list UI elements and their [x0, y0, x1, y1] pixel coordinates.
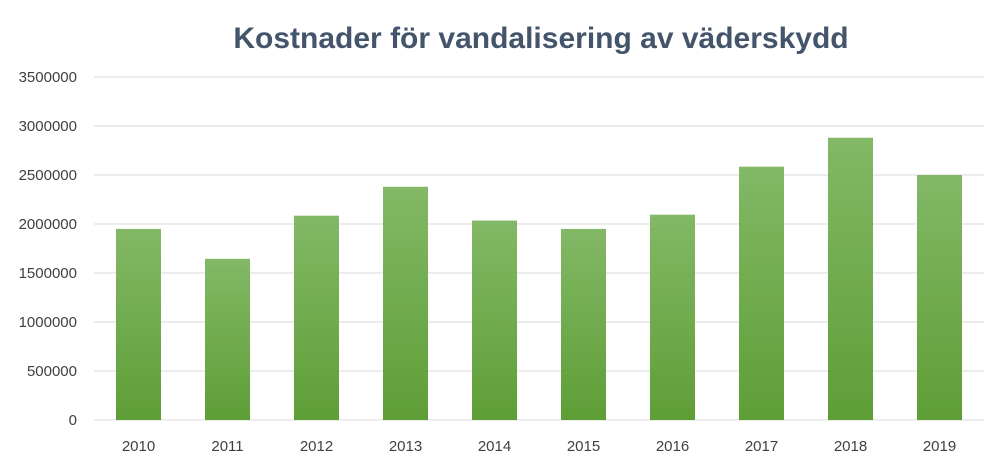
x-tick-label: 2011 — [211, 438, 243, 455]
y-tick-label: 500000 — [27, 363, 77, 380]
bar-2014 — [472, 220, 517, 420]
x-tick-label: 2018 — [834, 438, 867, 455]
y-tick-label: 3000000 — [19, 118, 77, 135]
bar-2011 — [205, 258, 250, 420]
bar-2012 — [294, 215, 339, 420]
bar-2016 — [650, 214, 695, 420]
bar-2015 — [561, 228, 606, 420]
x-tick-label: 2017 — [745, 438, 778, 455]
y-tick-label: 1000000 — [19, 314, 77, 331]
y-axis-ticks: 0 500000 1000000 1500000 2000000 2500000 30000… — [19, 69, 77, 429]
bars — [116, 137, 962, 420]
x-tick-label: 2013 — [389, 438, 422, 455]
bar-2010 — [116, 228, 161, 420]
x-tick-label: 2012 — [300, 438, 333, 455]
y-tick-label: 2000000 — [19, 216, 77, 233]
y-tick-label: 2500000 — [19, 167, 77, 184]
y-tick-label: 0 — [69, 412, 77, 429]
x-tick-label: 2019 — [923, 438, 956, 455]
x-tick-label: 2015 — [567, 438, 600, 455]
y-tick-label: 3500000 — [19, 69, 77, 86]
x-axis-ticks: 2010 2011 2012 2013 2014 2015 2016 2017 2018 2019 — [122, 438, 956, 455]
x-tick-label: 2014 — [478, 438, 511, 455]
bar-2013 — [383, 186, 428, 420]
bar-2017 — [739, 166, 784, 420]
bar-2019 — [917, 175, 962, 420]
x-tick-label: 2010 — [122, 438, 155, 455]
x-tick-label: 2016 — [656, 438, 689, 455]
bar-2018 — [828, 137, 873, 420]
chart-title: Kostnader för vandalisering av väderskyd… — [233, 22, 848, 55]
y-tick-label: 1500000 — [19, 265, 77, 282]
